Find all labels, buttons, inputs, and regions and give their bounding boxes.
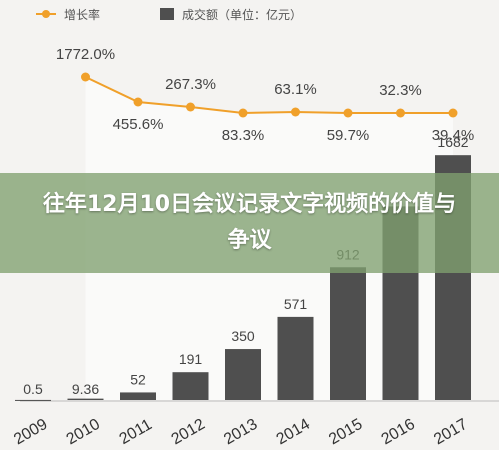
legend-volume-label: 成交额（单位：亿元） xyxy=(182,7,303,22)
x-tick-label-2017: 2017 xyxy=(431,416,470,449)
x-tick-label-2009: 2009 xyxy=(11,416,50,449)
growth-label-2010: 1772.0% xyxy=(56,46,115,63)
growth-point-2015 xyxy=(343,108,353,118)
growth-point-2014 xyxy=(291,107,300,117)
title-banner: 往年12月10日会议记录文字视频的价值与争议 xyxy=(0,173,499,273)
x-tick-label-2013: 2013 xyxy=(221,416,260,449)
banner-title: 往年12月10日会议记录文字视频的价值与争议 xyxy=(42,192,457,253)
bar-label-2009: 0.5 xyxy=(23,381,43,397)
growth-label-2012: 267.3% xyxy=(165,76,216,93)
growth-label-2014: 63.1% xyxy=(274,81,317,98)
bar-label-2010: 9.36 xyxy=(72,381,99,397)
growth-line xyxy=(85,76,453,115)
bar-2011 xyxy=(120,392,156,400)
bar-2015 xyxy=(330,267,366,400)
bar-2009 xyxy=(15,399,51,401)
legend-growth-label: 增长率 xyxy=(64,7,101,22)
bar-label-2014: 571 xyxy=(284,296,308,312)
x-tick-label-2015: 2015 xyxy=(326,416,365,449)
growth-point-2011 xyxy=(133,97,143,107)
bar-2014 xyxy=(277,316,314,400)
x-tick-label-2014: 2014 xyxy=(274,416,313,449)
x-tick-label-2016: 2016 xyxy=(379,416,418,449)
growth-label-2011: 455.6% xyxy=(113,116,164,133)
growth-point-2016 xyxy=(396,108,405,118)
growth-point-2010 xyxy=(81,72,90,82)
x-tick-label-2012: 2012 xyxy=(169,416,208,449)
bar-2012 xyxy=(172,372,209,400)
growth-label-2013: 83.3% xyxy=(222,127,265,144)
x-tick-label-2010: 2010 xyxy=(64,416,103,449)
bar-2013 xyxy=(225,349,261,400)
legend-growth: 增长率 xyxy=(36,4,100,24)
bar-2010 xyxy=(67,398,104,400)
bar-label-2011: 52 xyxy=(130,371,146,387)
legend-volume-swatch xyxy=(160,8,174,20)
bar-label-2012: 191 xyxy=(179,351,203,367)
legend-growth-swatch xyxy=(36,10,56,18)
growth-label-2017: 39.4% xyxy=(432,127,475,144)
growth-point-2017 xyxy=(448,108,458,118)
bar-label-2017: 1682 xyxy=(437,134,468,150)
growth-series: 1772.0% 455.6% 267.3% 83.3% 63.1% 59.7% 32.3% 3… xyxy=(56,46,474,144)
bar-label-2013: 350 xyxy=(231,328,255,344)
growth-label-2015: 59.7% xyxy=(327,127,370,144)
growth-label-2016: 32.3% xyxy=(379,82,422,99)
growth-point-2013 xyxy=(238,108,248,118)
legend-volume: 成交额（单位：亿元） xyxy=(160,4,302,24)
x-tick-label-2011: 2011 xyxy=(117,416,155,448)
growth-point-2012 xyxy=(186,102,195,112)
